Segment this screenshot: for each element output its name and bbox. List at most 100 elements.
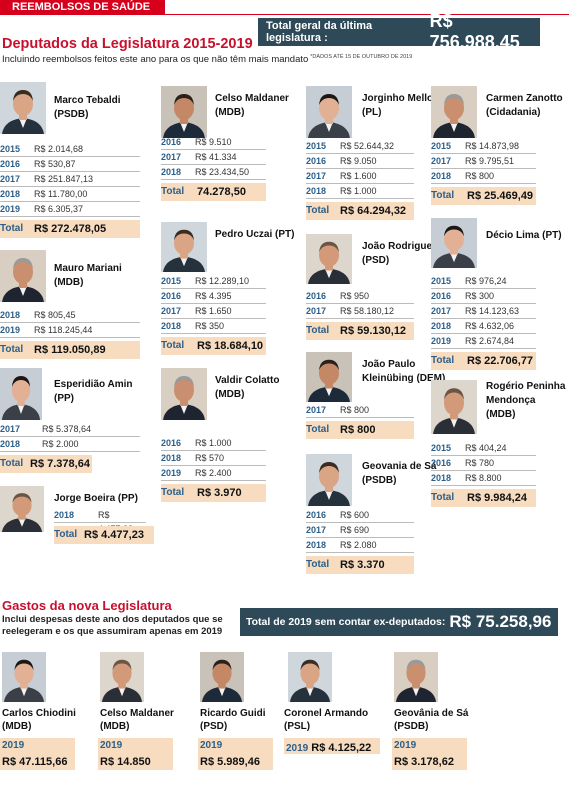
expense-year: 2016 — [161, 137, 182, 147]
deputy-total: Total 74.278,50 — [161, 183, 266, 201]
portrait-icon — [0, 368, 42, 420]
grand-total-value: R$ 756.988,45 — [429, 11, 520, 52]
expense-row: 2018 R$ 1.000 — [306, 184, 414, 199]
expense-year: 2015 — [431, 141, 452, 151]
legislatura-subtitle: Incluindo reembolsos feitos este ano par… — [2, 54, 412, 65]
portrait-icon — [0, 82, 46, 134]
expense-row: 2017 R$ 251.847,13 — [0, 172, 140, 187]
expense-row: 2015 R$ 52.644,32 — [306, 139, 414, 154]
expense-amount: R$ 9.795,51 — [465, 156, 515, 166]
expense-amount: R$ 5.378,64 — [42, 424, 92, 434]
expense-row: 2015 R$ 976,24 — [431, 274, 536, 289]
portrait-icon — [0, 486, 44, 532]
expense-row: 2018 R$ 805,45 — [0, 308, 140, 323]
expense-amount: R$ 800 — [465, 171, 495, 181]
total-label: Total — [161, 186, 185, 197]
expense-year: 2016 — [161, 291, 182, 301]
expense-amount: R$ 8.800 — [465, 473, 502, 483]
expense-amount: R$ 690 — [340, 525, 370, 535]
expense-year: 2019 — [394, 740, 417, 751]
expense-amount: R$ 14.873,98 — [465, 141, 520, 151]
expense-year: 2017 — [431, 306, 452, 316]
expense-year: 2017 — [306, 171, 327, 181]
deputy-total: Total R$ 119.050,89 — [0, 341, 140, 359]
legislatura-title: Deputados da Legislatura 2015-2019 — [2, 36, 253, 52]
total-label: Total — [431, 190, 455, 201]
expense-year: 2018 — [161, 167, 182, 177]
expense-amount: R$ 41.334 — [195, 152, 237, 162]
expense-row: 2019 R$ 2.400 — [161, 466, 266, 481]
expense-year: 2018 — [0, 310, 21, 320]
deputy-name: Celso Maldaner (MDB) — [100, 708, 174, 732]
total-value: R$ 22.706,77 — [467, 355, 534, 367]
deputy-total: Total R$ 64.294,32 — [306, 202, 414, 220]
expense-row: 2017 R$ 690 — [306, 523, 414, 538]
deputy-name: Carmen Zanotto (Cidadania) — [486, 93, 563, 118]
total-label: Total — [306, 559, 330, 570]
expense-year: 2015 — [161, 276, 182, 286]
portrait-icon — [100, 652, 144, 702]
expense-row: 2016 R$ 9.510 — [161, 135, 266, 150]
expense-year: 2019 — [200, 740, 223, 751]
total-label: Total — [161, 340, 185, 351]
total-value: R$ 25.469,49 — [467, 190, 534, 202]
expense-row: 2018 R$ 4.632,06 — [431, 319, 536, 334]
deputy-2019-box: 2019 R$ 4.125,22 — [284, 738, 380, 754]
expense-amount: R$ 2.674,84 — [465, 336, 515, 346]
expense-year: 2017 — [431, 156, 452, 166]
deputy-total: Total R$ 3.370 — [306, 556, 414, 574]
deputy-name: Ricardo Guidi (PSD) — [200, 708, 266, 732]
deputy-photo — [0, 368, 42, 420]
total-value: R$ 800 — [340, 424, 376, 436]
total-label: Total — [0, 344, 24, 355]
expense-year: 2015 — [431, 443, 452, 453]
portrait-icon — [431, 380, 477, 434]
portrait-icon — [161, 222, 207, 272]
expense-amount: R$ 23.434,50 — [195, 167, 250, 177]
deputy-photo — [431, 86, 477, 138]
deputy-name: Coronel Armando (PSL) — [284, 708, 369, 732]
expense-amount: R$ 800 — [340, 405, 370, 415]
expense-year: 2016 — [306, 510, 327, 520]
deputy-photo — [431, 218, 477, 268]
deputy-photo — [306, 454, 352, 506]
total-value: R$ 4.477,23 — [84, 529, 144, 541]
deputy-total: Total R$ 3.970 — [161, 484, 266, 502]
expense-row: 2019 R$ 118.245,44 — [0, 323, 140, 338]
expense-amount: R$ 4.125,22 — [308, 742, 372, 754]
deputy-photo — [431, 380, 477, 434]
total-label: Total — [306, 424, 330, 435]
portrait-icon — [161, 368, 207, 420]
deputy-name: Celso Maldaner (MDB) — [215, 93, 289, 118]
expense-year: 2019 — [0, 325, 21, 335]
expense-year: 2018 — [161, 321, 182, 331]
expense-amount: R$ 2.000 — [42, 439, 79, 449]
deputy-total: Total R$ 9.984,24 — [431, 489, 536, 507]
expense-row: 2017 R$ 800 — [306, 403, 414, 418]
expense-row: 2018 R$ 800 — [431, 169, 536, 184]
deputy-photo — [0, 82, 46, 134]
deputy-total: Total R$ 4.477,23 — [54, 526, 154, 544]
expense-row: 2015 R$ 2.014,68 — [0, 142, 140, 157]
expense-year: 2018 — [306, 186, 327, 196]
deputy-total: Total R$ 22.706,77 — [431, 352, 536, 370]
total-value: R$ 3.370 — [340, 559, 385, 571]
deputy-photo — [288, 652, 332, 702]
deputy-photo — [0, 486, 44, 532]
deputy-2019-box: 2019 R$ 5.989,46 — [198, 738, 273, 770]
nova-title: Gastos da nova Legislatura — [2, 598, 172, 613]
portrait-icon — [161, 86, 207, 138]
expense-row: 2017 R$ 1.600 — [306, 169, 414, 184]
expense-amount: R$ 570 — [195, 453, 225, 463]
expense-amount: R$ 4.395 — [195, 291, 232, 301]
expense-amount: R$ 251.847,13 — [34, 174, 94, 184]
portrait-icon — [394, 652, 438, 702]
total-label: Total — [54, 529, 78, 540]
total-label: Total — [431, 355, 455, 366]
portrait-icon — [431, 86, 477, 138]
expense-row: 2018 R$ 2.080 — [306, 538, 414, 553]
expense-amount: R$ 600 — [340, 510, 370, 520]
deputy-photo — [161, 222, 207, 272]
total-label: Total — [0, 223, 24, 234]
expense-year: 2016 — [431, 458, 452, 468]
